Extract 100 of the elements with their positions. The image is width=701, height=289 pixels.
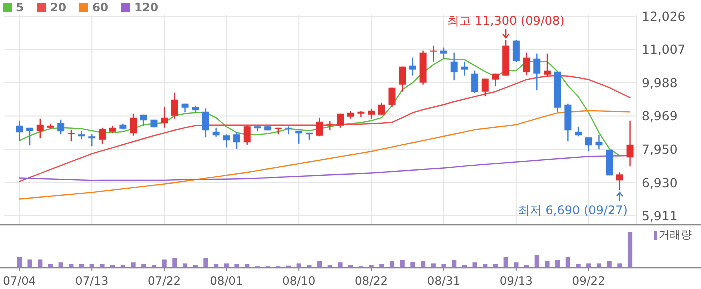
bar [420, 261, 426, 268]
legend-label: 120 [134, 0, 159, 14]
bar [472, 262, 478, 268]
candlestick [68, 129, 75, 142]
bar [28, 260, 32, 268]
candlestick [440, 47, 448, 60]
bar [38, 260, 43, 268]
bar [545, 261, 550, 268]
bar [586, 264, 592, 268]
bar [628, 232, 633, 268]
x-tick-label: 07/13 [76, 274, 109, 288]
x-tick-label: 07/04 [3, 274, 36, 288]
candlestick [234, 132, 241, 150]
candlestick [78, 130, 86, 140]
candlestick [36, 118, 44, 140]
bar [17, 257, 22, 268]
bar [296, 264, 302, 268]
bar [162, 260, 167, 268]
candlestick [171, 92, 178, 120]
candlestick [626, 120, 634, 168]
bar [172, 258, 178, 268]
legend-label: 5 [16, 0, 24, 14]
candlestick [482, 78, 489, 98]
candlestick [16, 120, 24, 142]
x-tick-label: 08/31 [427, 274, 461, 288]
candlestick [316, 117, 324, 138]
bar [442, 264, 446, 268]
bar [338, 262, 343, 268]
candlestick [88, 134, 96, 148]
candlestick [244, 125, 251, 146]
bar [566, 257, 570, 268]
candlestick [472, 70, 479, 94]
bar [534, 255, 540, 268]
bar [556, 260, 560, 268]
bar [204, 258, 208, 268]
candlestick [285, 126, 292, 136]
candlestick [388, 87, 396, 108]
bar [318, 261, 322, 268]
bar [224, 264, 229, 268]
bar [618, 264, 622, 268]
annotation: 최고 11,300 (09/08) [447, 14, 565, 28]
candlestick [409, 57, 416, 76]
candlestick [202, 108, 210, 138]
bar [410, 262, 416, 268]
x-tick-label: 08/01 [210, 274, 244, 288]
candlestick [378, 102, 386, 116]
x-tick-label: 08/22 [354, 274, 388, 288]
candlestick [596, 134, 603, 150]
candlestick [296, 130, 303, 145]
candlestick [130, 113, 138, 137]
candlestick [512, 40, 520, 64]
candlestick [461, 61, 468, 76]
x-tick-label: 07/22 [148, 274, 182, 288]
candlestick [326, 120, 334, 132]
candlestick [26, 127, 34, 146]
bar [182, 264, 188, 268]
candlestick [450, 52, 458, 82]
legend-label: 60 [92, 0, 109, 14]
y-tick-label: 9,988 [642, 75, 678, 90]
bar [596, 264, 602, 268]
bar [431, 264, 436, 268]
y-tick-label: 7,950 [642, 142, 678, 157]
candlestick [430, 45, 438, 62]
x-tick-label: 08/10 [282, 274, 316, 288]
y-tick-label: 8,969 [642, 108, 678, 124]
candlestick [223, 134, 230, 148]
x-tick-label: 09/22 [572, 274, 606, 288]
y-tick-label: 11,007 [642, 42, 686, 58]
candlestick [616, 172, 624, 192]
y-tick-label: 6,930 [642, 175, 678, 190]
candlestick [544, 53, 551, 78]
bar [607, 261, 612, 268]
bar [100, 264, 105, 268]
candlestick [399, 66, 406, 92]
legend-label: 거래량 [659, 228, 692, 242]
candlestick [575, 126, 582, 138]
x-tick-label: 09/13 [500, 274, 534, 288]
candlestick [212, 127, 220, 138]
bar [504, 257, 508, 268]
bar [131, 262, 136, 268]
candlestick [161, 106, 168, 129]
bar [390, 261, 395, 268]
candlestick [98, 127, 106, 145]
y-tick-label: 5,911 [642, 208, 678, 224]
bar [58, 262, 64, 268]
candlestick [492, 73, 500, 88]
candlestick [585, 137, 592, 152]
candlestick [58, 119, 65, 136]
y-tick-label: 12,026 [642, 9, 686, 24]
bar [400, 260, 405, 268]
candlestick [534, 53, 541, 92]
candlestick [337, 113, 344, 129]
bar [514, 262, 519, 268]
bar [452, 260, 457, 268]
legend-label: 20 [50, 0, 67, 14]
annotation: 최저 6,690 (09/27) [518, 204, 628, 218]
bar [576, 264, 581, 268]
candlestick [368, 108, 376, 120]
bar [234, 264, 240, 268]
candlestick [523, 52, 530, 76]
